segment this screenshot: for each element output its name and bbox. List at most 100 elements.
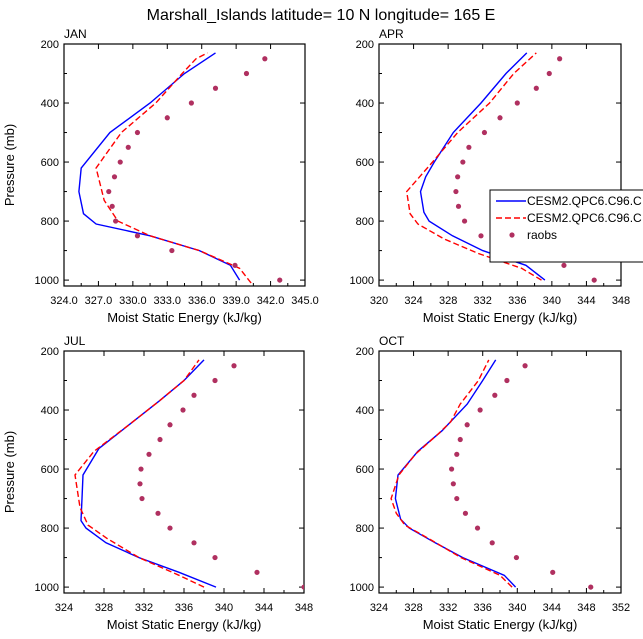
x-tick-label: 324 [55, 602, 73, 614]
raobs-point [464, 422, 470, 428]
x-tick-label: 344 [543, 602, 561, 614]
x-tick-label: 339.0 [222, 295, 250, 307]
raobs-point [109, 203, 115, 209]
raobs-point [588, 584, 594, 590]
raobs-point [134, 129, 141, 136]
raobs-point [550, 569, 556, 575]
raobs-point [169, 247, 175, 254]
raobs-point [466, 144, 472, 150]
raobs-point [137, 481, 143, 487]
raobs-point [454, 495, 460, 502]
raobs-point [489, 540, 495, 546]
x-axis-label: Moist Static Energy (kJ/kg) [107, 617, 262, 632]
plot-frame [63, 350, 305, 594]
x-axis-label: Moist Static Energy (kJ/kg) [107, 310, 262, 325]
raobs-point [125, 144, 131, 150]
x-tick-label: 330.0 [119, 295, 147, 307]
series-line-dashed [390, 359, 513, 588]
raobs-point [106, 188, 112, 195]
raobs-point [453, 188, 459, 195]
raobs-point [191, 540, 197, 546]
x-tick-label: 345.0 [291, 295, 319, 307]
legend-marker-dot [509, 232, 515, 238]
raobs-point [146, 451, 152, 457]
raobs-point [504, 377, 510, 384]
raobs-point [455, 203, 462, 209]
raobs-point [533, 85, 539, 91]
panel-label: APR [379, 27, 404, 41]
x-tick-label: 340 [215, 602, 233, 614]
raobs-point [546, 70, 552, 77]
raobs-point [522, 363, 528, 369]
raobs-point [455, 174, 461, 180]
plot-frame [378, 350, 622, 594]
x-tick-label: 332 [135, 602, 153, 614]
series-line-dashed [405, 52, 542, 281]
x-axis-label: Moist Static Energy (kJ/kg) [423, 310, 578, 325]
raobs-point [111, 174, 118, 180]
x-tick-label: 352 [612, 602, 630, 614]
raobs-point [167, 525, 173, 531]
raobs-point [449, 466, 455, 472]
raobs-point [212, 377, 218, 384]
x-tick-label: 328 [404, 602, 422, 614]
raobs-point [139, 495, 145, 502]
x-tick-label: 336 [175, 602, 193, 614]
series-group [74, 359, 304, 590]
raobs-point [454, 451, 460, 457]
raobs-point [113, 218, 119, 224]
raobs-point [243, 70, 250, 77]
raobs-point [450, 481, 456, 487]
y-tick-label: 600 [41, 157, 59, 169]
raobs-point [557, 56, 563, 62]
y-tick-label: 200 [41, 39, 59, 51]
x-tick-label: 328 [95, 602, 113, 614]
legend-label: raobs [527, 228, 557, 242]
x-tick-label: 333.0 [154, 295, 182, 307]
y-tick-label: 200 [356, 346, 374, 358]
y-tick-label: 200 [356, 39, 374, 51]
raobs-point [188, 100, 194, 106]
panel-label: JAN [64, 27, 87, 41]
y-tick-label: 800 [356, 216, 374, 228]
y-tick-label: 600 [356, 464, 374, 476]
x-tick-label: 348 [577, 602, 595, 614]
raobs-point [138, 466, 144, 472]
x-tick-label: 336 [508, 295, 526, 307]
y-tick-label: 1000 [350, 582, 374, 594]
y-tick-label: 400 [356, 98, 374, 110]
x-tick-label: 340 [508, 602, 526, 614]
series-line-solid [80, 359, 217, 588]
raobs-point [134, 233, 141, 239]
series-group [390, 359, 594, 590]
raobs-point [514, 100, 520, 106]
x-tick-label: 344 [255, 602, 273, 614]
raobs-point [167, 422, 173, 428]
raobs-point [277, 277, 283, 283]
raobs-point [157, 436, 163, 443]
figure-title: Marshall_Islands latitude= 10 N longitud… [147, 7, 496, 24]
x-tick-label: 328 [439, 295, 457, 307]
y-tick-label: 400 [356, 405, 374, 417]
legend-box [489, 189, 643, 263]
raobs-point [481, 129, 488, 136]
y-tick-label: 800 [41, 216, 59, 228]
raobs-point [155, 510, 161, 516]
raobs-point [477, 407, 483, 413]
raobs-point [478, 233, 484, 239]
raobs-point [191, 392, 197, 398]
raobs-point [462, 510, 469, 516]
raobs-point [591, 277, 597, 283]
y-tick-label: 400 [41, 405, 59, 417]
raobs-point [212, 85, 219, 91]
x-tick-label: 340 [543, 295, 561, 307]
x-axis-label: Moist Static Energy (kJ/kg) [423, 617, 578, 632]
y-tick-label: 800 [356, 523, 374, 535]
raobs-point [212, 554, 218, 561]
y-tick-label: 600 [41, 464, 59, 476]
x-tick-label: 324 [370, 602, 388, 614]
raobs-point [513, 554, 520, 561]
panel-label: OCT [379, 334, 405, 348]
raobs-point [460, 159, 466, 165]
y-axis-label: Pressure (mb) [2, 431, 17, 513]
